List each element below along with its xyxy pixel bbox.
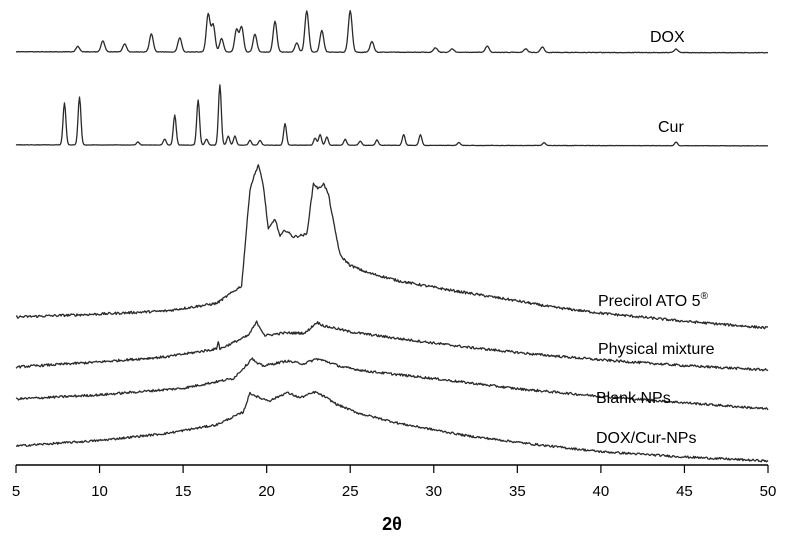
traces-group bbox=[15, 10, 769, 463]
x-axis-label: 2θ bbox=[382, 514, 402, 534]
series-label-physical-mixture: Physical mixture bbox=[598, 341, 715, 358]
series-label-cur: Cur bbox=[658, 119, 684, 136]
x-tick-label-30: 30 bbox=[425, 483, 442, 500]
trace-blank-nps bbox=[15, 357, 769, 411]
trace-precirol-ato-5 bbox=[15, 164, 769, 330]
x-tick-label-20: 20 bbox=[258, 483, 275, 500]
series-label-dox: DOX bbox=[650, 29, 685, 46]
trace-dox bbox=[15, 10, 769, 54]
x-tick-label-15: 15 bbox=[175, 483, 192, 500]
x-tick-label-35: 35 bbox=[509, 483, 526, 500]
trace-dox-cur-nps bbox=[15, 390, 769, 463]
trace-physical-mixture bbox=[15, 320, 769, 372]
series-label-dox-cur-nps: DOX/Cur-NPs bbox=[596, 430, 696, 447]
precirol-label-text: Precirol ATO 5 bbox=[598, 293, 701, 310]
x-tick-label-45: 45 bbox=[676, 483, 693, 500]
x-tick-label-40: 40 bbox=[593, 483, 610, 500]
trace-cur bbox=[15, 84, 769, 147]
x-tick-label-50: 50 bbox=[760, 483, 777, 500]
x-tick-label-5: 5 bbox=[12, 483, 20, 500]
series-label-blank-nps: Blank NPs bbox=[596, 390, 671, 407]
precirol-label-superscript: ® bbox=[701, 291, 709, 302]
x-tick-label-25: 25 bbox=[342, 483, 359, 500]
series-label-precirol: Precirol ATO 5® bbox=[598, 291, 709, 310]
x-tick-label-10: 10 bbox=[91, 483, 108, 500]
x-axis-ticks: 5 10 15 20 25 30 35 40 45 50 bbox=[12, 465, 777, 500]
